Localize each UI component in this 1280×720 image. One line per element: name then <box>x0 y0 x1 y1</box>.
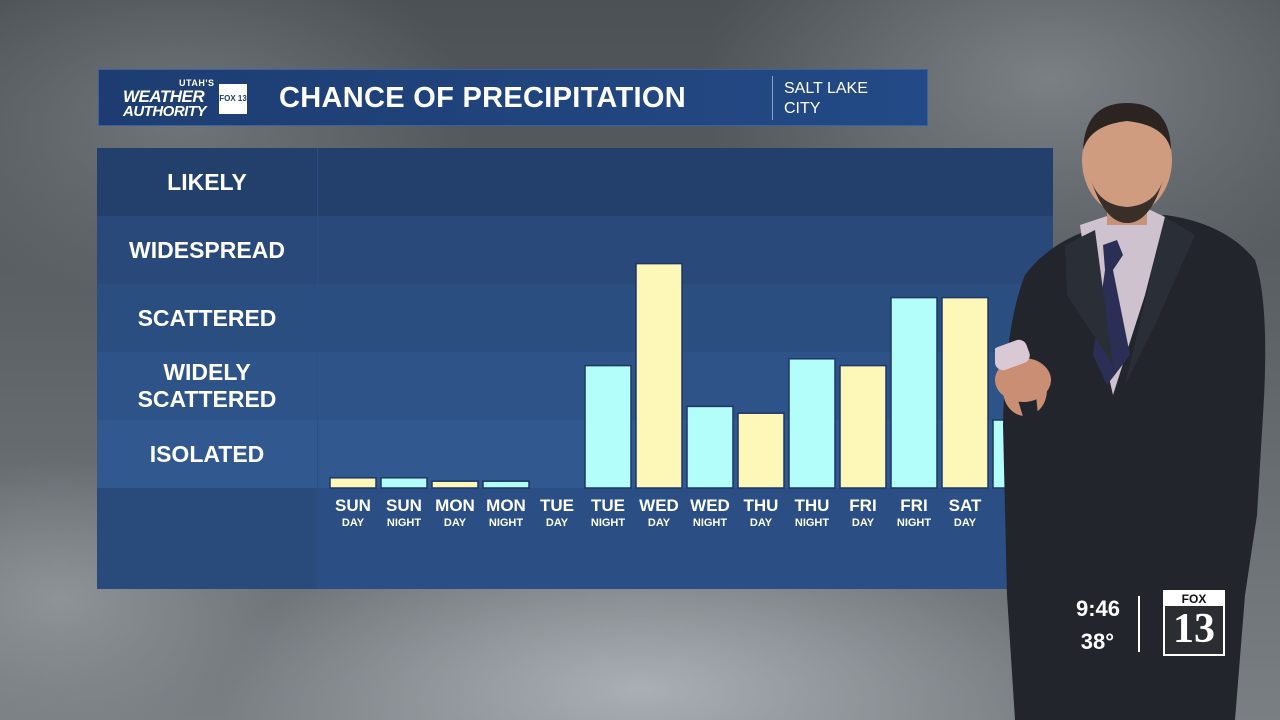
x-tick-period-2: DAY <box>444 517 467 529</box>
plot-area: SUN DAY SUN NIGHT MON DAY MON NIGHT TUE DAY TUE NIG… <box>318 148 1053 589</box>
logo-badge: FOX 13 <box>219 84 247 114</box>
bar-fri-night <box>890 296 938 489</box>
x-tick-period-7: NIGHT <box>693 517 728 529</box>
bar-wed-day <box>635 262 683 489</box>
x-tick-day-1: SUN <box>386 496 422 515</box>
x-tick-period-3: NIGHT <box>489 517 524 529</box>
bar-fri-day <box>839 364 887 489</box>
location-label: SALT LAKE CITY <box>784 80 868 117</box>
x-tick-period-11: NIGHT <box>897 517 932 529</box>
x-tick-day-2: MON <box>435 496 475 515</box>
bar-mon-day <box>431 480 479 489</box>
level-label-isolated: ISOLATED <box>97 420 317 488</box>
bar-sun-day <box>329 477 377 489</box>
level-label-widespread: WIDESPREAD <box>97 216 317 284</box>
chart-title: CHANCE OF PRECIPITATION <box>279 82 686 114</box>
x-tick-day-4: TUE <box>540 496 574 515</box>
overlay-divider <box>1138 596 1140 652</box>
chart-panel: ISOLATED WIDELY SCATTERED SCATTERED WIDESPR… <box>97 148 1053 589</box>
x-tick-day-10: FRI <box>849 496 876 515</box>
bar-sun-night <box>380 477 428 489</box>
x-tick-day-5: TUE <box>591 496 625 515</box>
x-tick-period-8: DAY <box>750 517 773 529</box>
level-band-widespread <box>318 216 1053 284</box>
x-tick-day-11: FRI <box>900 496 927 515</box>
x-tick-day-6: WED <box>639 496 679 515</box>
level-label-scattered: SCATTERED <box>97 284 317 352</box>
level-label-widely-scattered: WIDELY SCATTERED <box>97 352 317 420</box>
bar-thu-night <box>788 358 836 489</box>
x-tick-day-12: SAT <box>949 496 982 515</box>
x-tick-period-5: NIGHT <box>591 517 626 529</box>
current-temperature: 38° <box>1080 629 1114 654</box>
x-tick-period-1: NIGHT <box>387 517 422 529</box>
x-tick-day-0: SUN <box>335 496 371 515</box>
station-logo-top: FOX <box>1165 592 1223 606</box>
x-tick-period-0: DAY <box>342 517 365 529</box>
x-tick-day-8: THU <box>744 496 779 515</box>
station-logo: FOX 13 <box>1163 590 1225 656</box>
chart-header-banner: UTAH'S WEATHER AUTHORITY FOX 13 CHANCE O… <box>98 69 928 126</box>
level-band-likely <box>318 148 1053 216</box>
x-tick-day-7: WED <box>690 496 730 515</box>
x-tick-day-3: MON <box>486 496 526 515</box>
bar-sat-day <box>941 296 989 489</box>
bar-thu-day <box>737 412 785 489</box>
logo-line-1: WEATHER <box>123 87 205 106</box>
x-tick-period-12: DAY <box>954 517 977 529</box>
station-logo-number: 13 <box>1173 606 1215 652</box>
weather-authority-logo: UTAH'S WEATHER AUTHORITY FOX 13 <box>123 78 249 120</box>
bar-tue-night <box>584 364 632 489</box>
level-labels-column: ISOLATED WIDELY SCATTERED SCATTERED WIDESPR… <box>97 148 317 589</box>
bar-wed-night <box>686 405 734 489</box>
level-label-likely: LIKELY <box>97 148 317 216</box>
x-tick-period-10: DAY <box>852 517 875 529</box>
x-tick-period-4: DAY <box>546 517 569 529</box>
x-tick-period-9: NIGHT <box>795 517 830 529</box>
title-divider <box>772 76 773 120</box>
x-tick-period-6: DAY <box>648 517 671 529</box>
clock-time: 9:46 <box>1075 596 1120 621</box>
logo-line-2: AUTHORITY <box>123 103 207 120</box>
bar-mon-night <box>482 480 530 489</box>
x-tick-day-9: THU <box>795 496 830 515</box>
precipitation-chart: SUN DAY SUN NIGHT MON DAY MON NIGHT TUE DAY TUE NIG… <box>318 148 1053 529</box>
logo-small-text: UTAH'S <box>179 78 215 88</box>
